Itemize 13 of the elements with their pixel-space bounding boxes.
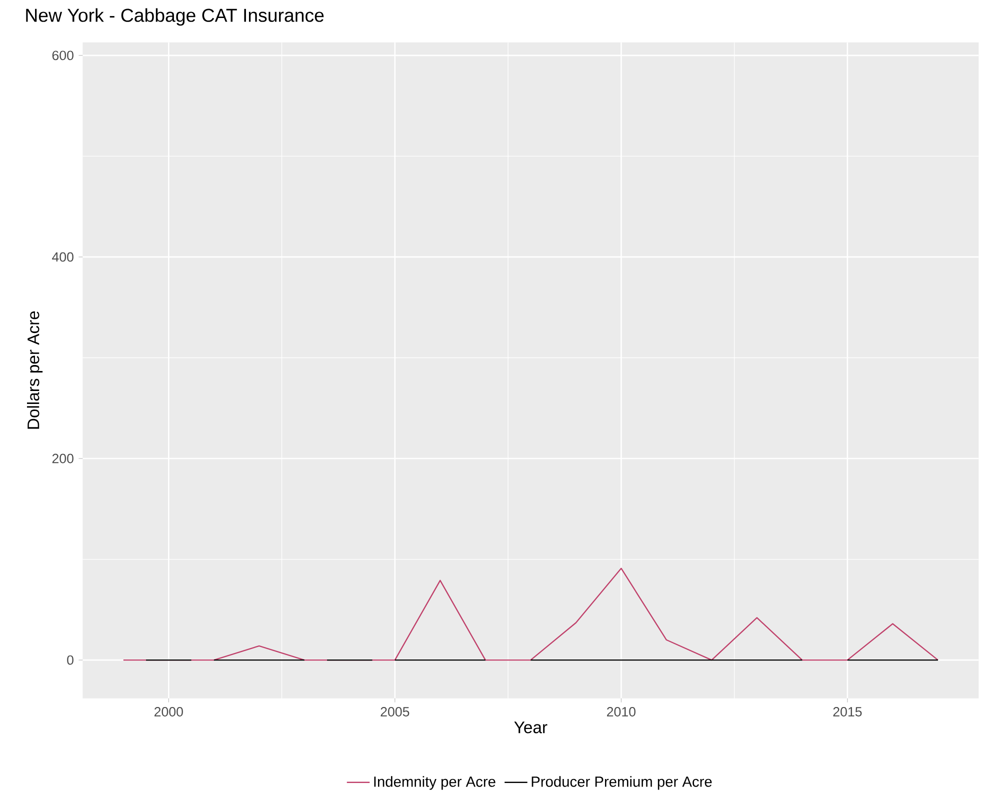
x-tick-label: 2015 [833,707,862,716]
y-tick-label: 0 [67,655,74,665]
y-tick-label: 600 [52,50,74,60]
x-axis-title: Year [514,722,548,734]
y-tick-label: 400 [52,252,74,262]
y-axis-title: Dollars per Acre [27,311,43,429]
legend-label: Indemnity per Acre [374,776,496,790]
x-tick-label: 2000 [154,707,183,716]
x-tick-label: 2005 [380,707,410,716]
legend-label: Producer Premium per Acre [532,776,712,790]
y-tick-label: 200 [52,454,74,464]
x-tick-label: 2010 [607,707,636,716]
chart-title: New York - Cabbage CAT Insurance [26,8,324,26]
